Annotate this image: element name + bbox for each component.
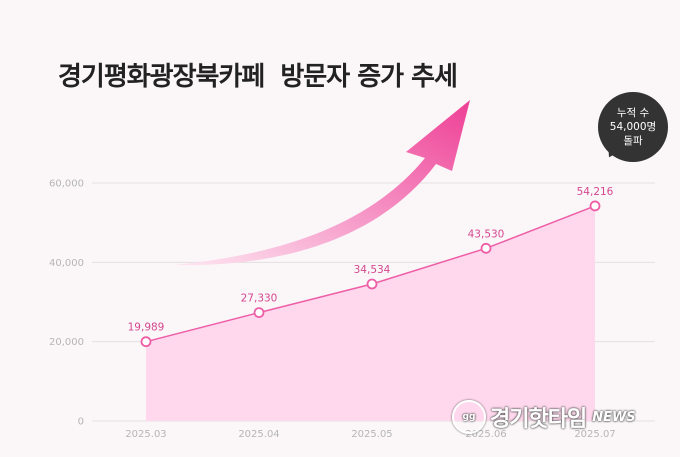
x-tick-label: 2025.05 [351, 429, 392, 440]
badge-line-1: 누적 수 [616, 107, 650, 119]
x-tick-label: 2025.04 [238, 429, 279, 440]
y-tick-label: 60,000 [49, 179, 84, 190]
y-tick-label: 0 [78, 417, 84, 428]
watermark: gg 경기핫타임 NEWS [452, 400, 636, 434]
y-tick-label: 40,000 [49, 258, 84, 269]
data-point [480, 242, 492, 254]
data-label: 34,534 [354, 264, 391, 276]
watermark-logo: gg [452, 400, 486, 434]
data-point [253, 307, 265, 318]
chart-title: 경기평화광장북카페 방문자 증가 추세 [58, 62, 458, 92]
data-label: 43,530 [468, 228, 505, 240]
growth-arrow [172, 100, 470, 266]
data-label: 19,989 [128, 322, 165, 334]
x-tick-label: 2025.06 [465, 429, 506, 440]
badge-line-3: 돌파 [623, 135, 643, 147]
data-label: 54,216 [577, 186, 614, 198]
data-label: 27,330 [241, 293, 278, 305]
series-area [146, 205, 595, 421]
data-point [140, 336, 152, 348]
data-point [589, 200, 601, 212]
watermark-name: 경기핫타임 [490, 407, 587, 432]
x-tick-label: 2025.03 [125, 429, 166, 440]
x-tick-label: 2025.07 [574, 429, 615, 440]
watermark-suffix: NEWS [592, 409, 636, 425]
data-point [366, 278, 378, 290]
cumulative-badge: 누적 수 54,000명 돌파 [598, 92, 668, 162]
y-tick-label: 20,000 [49, 337, 84, 348]
badge-line-2: 54,000명 [609, 121, 657, 133]
